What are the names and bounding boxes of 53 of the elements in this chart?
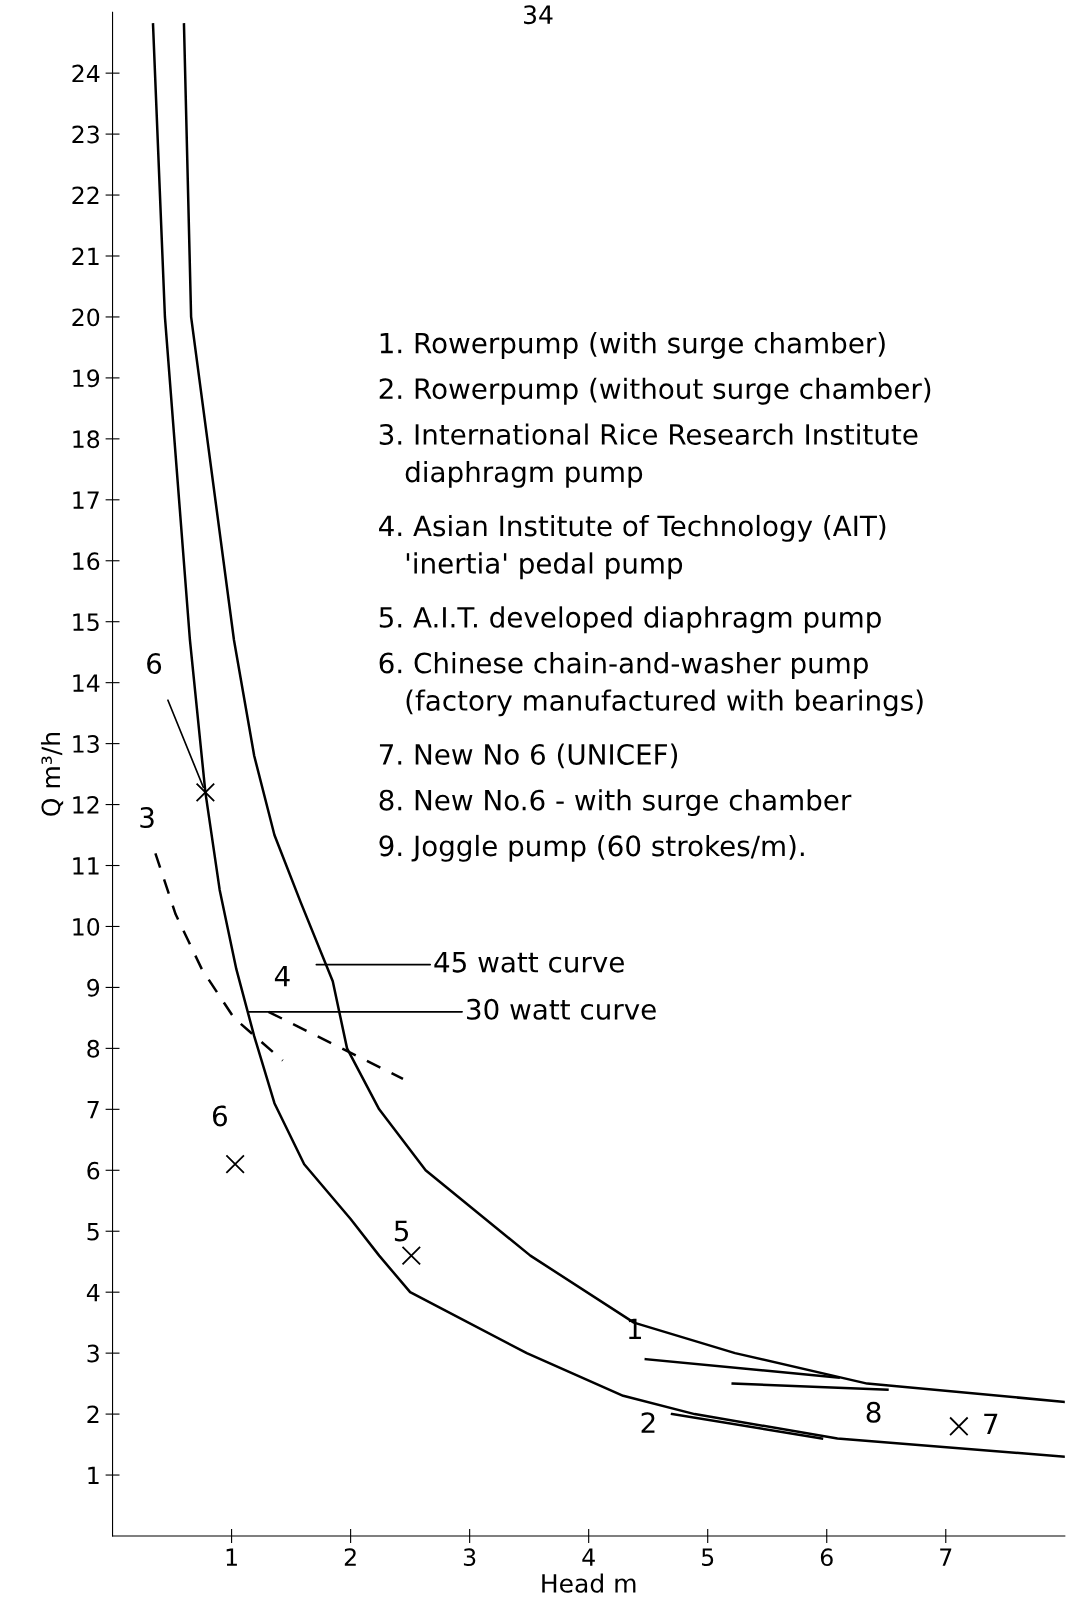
annotation: 8. New No.6 - with surge chamber bbox=[379, 789, 852, 817]
y-tick-label: 5 bbox=[87, 1222, 99, 1241]
y-tick-label: 18 bbox=[73, 430, 100, 449]
y-tick-label: 22 bbox=[72, 186, 99, 205]
annotation: 3 bbox=[140, 807, 154, 829]
x-tick-label: 7 bbox=[940, 1548, 952, 1566]
annotation: 7. New No 6 (UNICEF) bbox=[379, 743, 678, 769]
y-tick-label: 3 bbox=[87, 1344, 99, 1363]
annotation: 6 bbox=[212, 1105, 227, 1127]
annotation: 34 bbox=[524, 5, 553, 25]
y-tick-label: 21 bbox=[72, 247, 99, 265]
y-tick-label: 13 bbox=[73, 735, 99, 753]
y-tick-label: 19 bbox=[73, 369, 100, 388]
annotation: 4. Asian Institute of Technology (AIT) 'inertia' pedal pump bbox=[379, 514, 886, 580]
y-tick-label: 16 bbox=[73, 552, 100, 571]
x-tick-label: 3 bbox=[463, 1548, 476, 1567]
annotation: 8 bbox=[866, 1401, 881, 1423]
annotation: 3. International Rice Research Institute diaphragm pump bbox=[379, 423, 918, 488]
annotation: 2. Rowerpump (without surge chamber) bbox=[379, 377, 931, 405]
y-tick-label: 2 bbox=[87, 1405, 99, 1424]
annotation: 6. Chinese chain-and-washer pump (factory manufactured with bearings) bbox=[379, 652, 923, 717]
y-tick-label: 8 bbox=[87, 1039, 100, 1058]
annotation: 1. Rowerpump (with surge chamber) bbox=[380, 332, 885, 359]
annotation: 45 watt curve bbox=[434, 951, 624, 973]
x-tick-label: 4 bbox=[582, 1548, 595, 1566]
y-tick-label: 10 bbox=[73, 917, 100, 936]
y-tick-label: 12 bbox=[73, 796, 99, 814]
annotation: 7 bbox=[984, 1413, 998, 1434]
y-tick-label: 7 bbox=[87, 1101, 99, 1119]
annotation: 9. Joggle pump (60 strokes/m). bbox=[379, 834, 804, 862]
y-tick-label: 15 bbox=[73, 613, 99, 632]
x-tick-label: 2 bbox=[344, 1548, 356, 1566]
x-axis-title: Head m bbox=[542, 1573, 636, 1593]
annotation: 6 bbox=[147, 653, 162, 675]
y-tick-label: 4 bbox=[86, 1283, 100, 1302]
y-tick-label: 17 bbox=[73, 491, 99, 509]
y-tick-label: 20 bbox=[72, 308, 100, 327]
annotation: 30 watt curve bbox=[467, 998, 656, 1020]
y-axis-title: Q m³/h bbox=[40, 733, 64, 816]
y-tick-label: 1 bbox=[88, 1466, 99, 1485]
x-tick-label: 5 bbox=[702, 1548, 714, 1567]
y-tick-label: 6 bbox=[87, 1161, 100, 1180]
y-tick-label: 11 bbox=[73, 857, 99, 875]
x-tick-label: 1 bbox=[226, 1548, 237, 1566]
y-tick-label: 14 bbox=[73, 674, 100, 692]
annotation: 5. A.I.T. developed diaphragm pump bbox=[379, 606, 881, 634]
y-tick-label: 24 bbox=[72, 64, 100, 83]
y-tick-label: 9 bbox=[87, 978, 100, 997]
annotation: 5 bbox=[394, 1220, 409, 1242]
annotation: 2 bbox=[641, 1412, 655, 1433]
annotation: 4 bbox=[274, 965, 290, 987]
x-tick-label: 6 bbox=[820, 1548, 833, 1567]
y-tick-label: 23 bbox=[72, 125, 99, 144]
